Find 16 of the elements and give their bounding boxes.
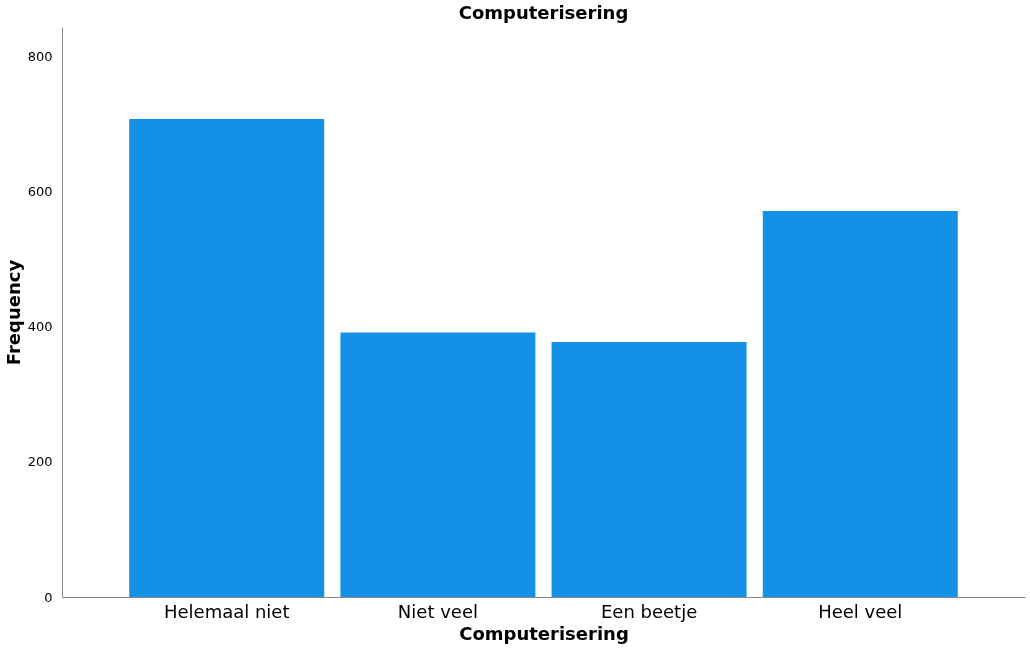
y-tick-label: 800 [27, 48, 53, 64]
bar [129, 118, 325, 597]
bar [551, 342, 747, 597]
bar [340, 332, 536, 597]
y-tick-label: 400 [27, 319, 53, 335]
y-axis-title: Frequency [2, 259, 24, 366]
bar [762, 210, 958, 597]
x-axis-title: Computerisering [459, 622, 629, 644]
chart-title: Computerisering [458, 2, 629, 23]
y-tick-label: 0 [44, 589, 53, 605]
x-tick-label: Niet veel [397, 600, 478, 622]
x-tick-label: Heel veel [818, 600, 903, 622]
x-tick-label: Helemaal niet [163, 600, 290, 622]
y-tick-label: 200 [27, 454, 53, 470]
x-tick-label: Een beetje [600, 600, 698, 622]
y-tick-label: 600 [27, 183, 53, 199]
